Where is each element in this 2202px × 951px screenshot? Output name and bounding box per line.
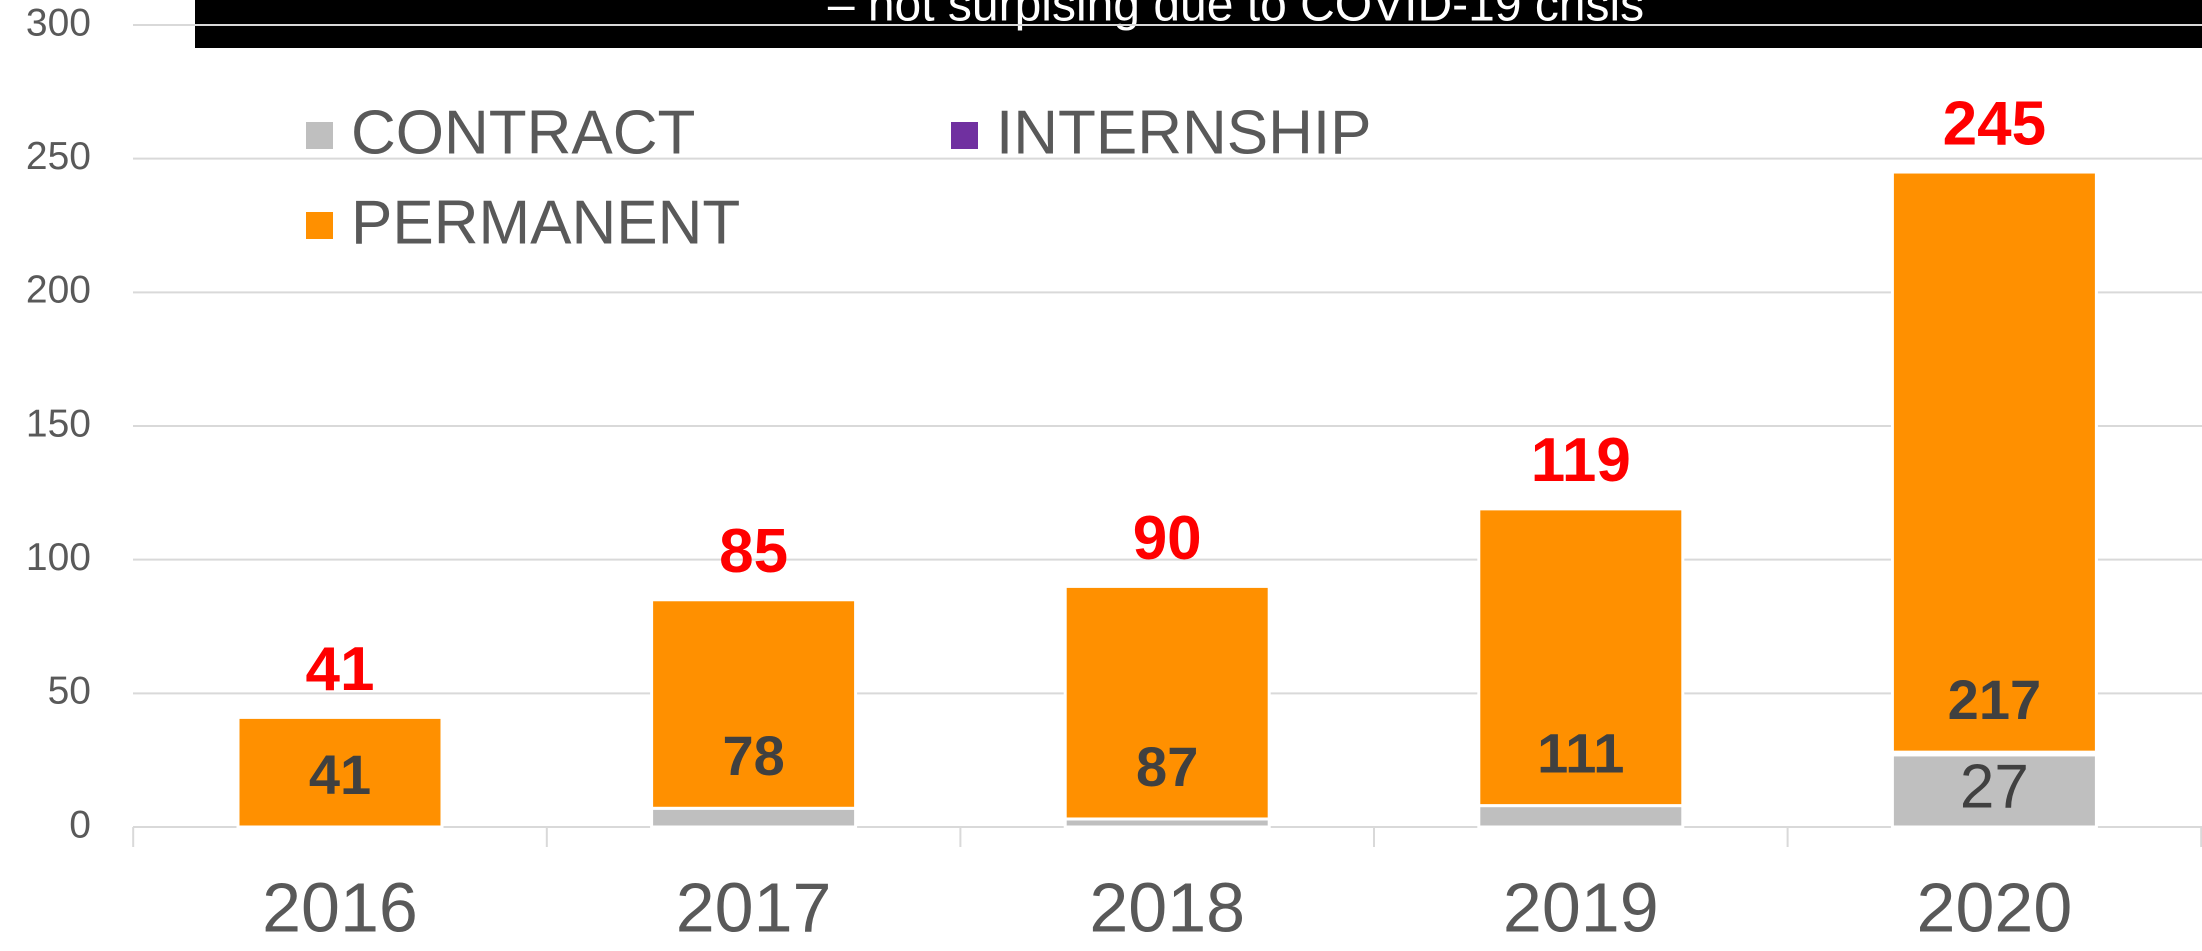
legend-swatch (306, 122, 333, 149)
x-tick-label: 2017 (676, 868, 832, 946)
bar-segment (236, 715, 444, 829)
data-label: 27 (1960, 752, 2029, 821)
bar-segment (650, 598, 858, 810)
y-tick-label: 300 (26, 1, 91, 44)
y-tick-label: 100 (26, 536, 91, 579)
total-label: 119 (1531, 426, 1631, 495)
total-label: 85 (719, 517, 788, 586)
data-label: 217 (1948, 668, 2041, 731)
data-label: 78 (722, 724, 784, 787)
total-label: 90 (1133, 504, 1202, 573)
bar-segment (1063, 584, 1271, 821)
total-label: 41 (306, 635, 375, 704)
x-tick-label: 2020 (1917, 868, 2073, 946)
data-label: 111 (1537, 721, 1624, 784)
legend-label: PERMANENT (351, 188, 740, 257)
y-tick-label: 200 (26, 269, 91, 312)
legend-swatch (951, 122, 978, 149)
y-tick-label: 50 (48, 670, 91, 713)
bar-segment (650, 806, 858, 829)
bar-segment (1890, 170, 2098, 754)
legend-swatch (306, 212, 333, 239)
bar-segment (1477, 507, 1685, 808)
bar-segment (1477, 804, 1685, 829)
x-tick-label: 2019 (1503, 868, 1659, 946)
legend-label: INTERNSHIP (996, 98, 1371, 167)
x-tick-label: 2018 (1089, 868, 1245, 946)
data-label: 41 (309, 743, 371, 806)
total-label: 245 (1943, 89, 2046, 158)
chart-title: – not surpising due to COVID-19 crisis (828, 0, 1644, 32)
y-tick-label: 0 (69, 803, 91, 846)
y-tick-label: 250 (26, 135, 91, 178)
legend-label: CONTRACT (351, 98, 695, 167)
y-tick-label: 150 (26, 402, 91, 445)
x-tick-label: 2016 (262, 868, 418, 946)
data-label: 87 (1136, 735, 1198, 798)
